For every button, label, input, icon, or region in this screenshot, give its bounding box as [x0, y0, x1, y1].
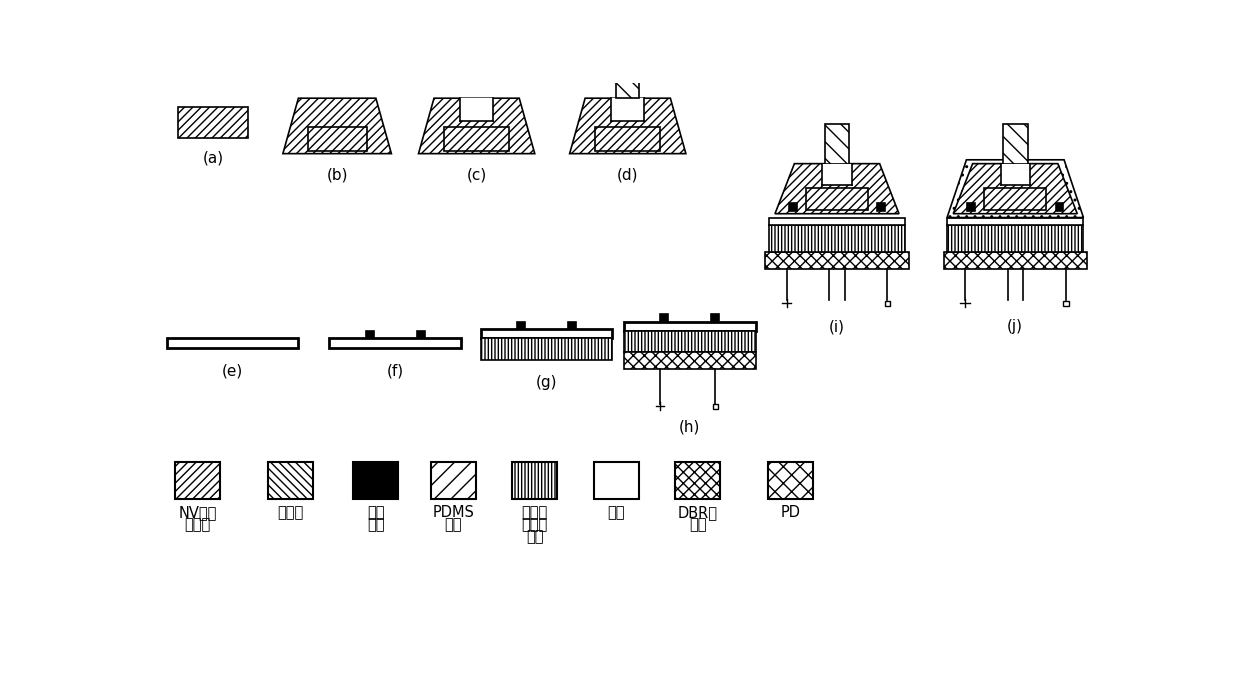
- Bar: [944, 253, 1087, 269]
- Bar: [768, 462, 813, 499]
- Polygon shape: [419, 98, 534, 154]
- Bar: [444, 128, 510, 150]
- Bar: [1064, 301, 1069, 306]
- Bar: [624, 331, 755, 353]
- Bar: [967, 203, 975, 210]
- Bar: [624, 322, 755, 331]
- Bar: [568, 322, 575, 329]
- Bar: [594, 462, 639, 499]
- Text: (g): (g): [536, 375, 557, 391]
- Bar: [806, 188, 868, 210]
- Bar: [947, 217, 1083, 225]
- Bar: [985, 188, 1047, 210]
- Bar: [353, 462, 398, 499]
- Text: 腔体: 腔体: [445, 517, 463, 532]
- Polygon shape: [569, 98, 686, 154]
- Text: PDMS: PDMS: [433, 505, 475, 520]
- Bar: [675, 462, 720, 499]
- Bar: [179, 108, 248, 138]
- Text: 金刚石: 金刚石: [185, 517, 211, 532]
- Polygon shape: [775, 164, 899, 214]
- Text: 膜系: 膜系: [526, 529, 543, 544]
- Text: (a): (a): [202, 150, 223, 166]
- Polygon shape: [947, 160, 1084, 217]
- Bar: [481, 338, 613, 360]
- Bar: [789, 203, 797, 210]
- Bar: [417, 331, 424, 338]
- Text: NV色心: NV色心: [179, 505, 217, 520]
- Polygon shape: [283, 98, 392, 154]
- Text: DBR反: DBR反: [677, 505, 718, 520]
- Bar: [878, 203, 885, 210]
- Bar: [1055, 203, 1064, 210]
- Text: (f): (f): [387, 363, 404, 378]
- Bar: [460, 98, 494, 121]
- Bar: [366, 331, 373, 338]
- Bar: [481, 329, 613, 338]
- Bar: [660, 314, 668, 322]
- Text: 止滤波: 止滤波: [522, 517, 548, 532]
- Bar: [166, 338, 299, 348]
- Bar: [517, 322, 525, 329]
- Bar: [822, 164, 852, 185]
- Text: (i): (i): [830, 319, 844, 334]
- Bar: [765, 253, 909, 269]
- Text: 激光器: 激光器: [278, 505, 304, 520]
- Text: 射膜: 射膜: [688, 517, 707, 532]
- Text: (j): (j): [1007, 319, 1023, 334]
- Bar: [769, 225, 905, 253]
- Bar: [432, 462, 476, 499]
- Bar: [947, 225, 1083, 253]
- Bar: [616, 61, 640, 98]
- Bar: [885, 301, 890, 306]
- Bar: [1001, 164, 1030, 185]
- Text: 微波: 微波: [367, 505, 384, 520]
- Text: 干涉截: 干涉截: [522, 505, 548, 520]
- Text: (e): (e): [222, 363, 243, 378]
- Text: 天线: 天线: [367, 517, 384, 532]
- Bar: [175, 462, 221, 499]
- Bar: [330, 338, 461, 348]
- Text: (c): (c): [466, 168, 487, 182]
- Bar: [1003, 124, 1028, 164]
- Bar: [268, 462, 312, 499]
- Bar: [712, 314, 719, 322]
- Text: PD: PD: [780, 505, 801, 520]
- Bar: [308, 128, 367, 150]
- Text: (b): (b): [326, 168, 348, 182]
- Bar: [825, 124, 849, 164]
- Bar: [769, 217, 905, 225]
- Bar: [595, 128, 661, 150]
- Bar: [611, 98, 644, 121]
- Polygon shape: [954, 164, 1078, 214]
- Text: 玻璃: 玻璃: [608, 505, 625, 520]
- Bar: [512, 462, 557, 499]
- Text: (h): (h): [680, 420, 701, 434]
- Bar: [713, 404, 718, 408]
- Text: (d): (d): [618, 168, 639, 182]
- Bar: [624, 353, 755, 369]
